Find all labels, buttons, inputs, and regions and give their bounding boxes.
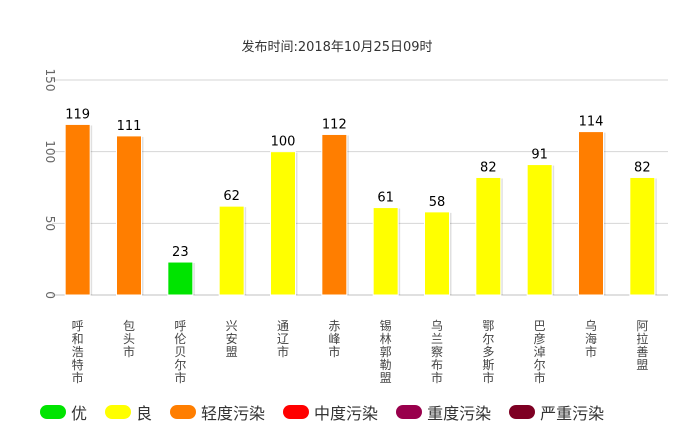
data-label: 111 — [117, 119, 142, 134]
x-tick-label: 包头市 — [123, 319, 135, 359]
data-label: 119 — [65, 107, 90, 122]
bar[interactable] — [526, 164, 553, 296]
y-tick-label: 50 — [43, 216, 57, 231]
bar[interactable] — [167, 261, 194, 296]
x-tick-label: 兴安盟 — [226, 319, 238, 359]
y-axis-ticks: 0 50 100 150 — [43, 69, 57, 299]
legend-swatch — [170, 405, 197, 419]
legend-label: 重度污染 — [427, 404, 492, 423]
y-tick-label: 100 — [43, 140, 57, 163]
x-tick-label: 阿拉善盟 — [636, 319, 648, 372]
legend-label: 良 — [136, 404, 153, 423]
bar[interactable] — [629, 176, 656, 296]
legend-swatch — [283, 405, 310, 419]
data-label: 82 — [634, 160, 651, 175]
legend-swatch — [396, 405, 423, 419]
data-label: 112 — [322, 117, 347, 132]
x-tick-label: 锡林郭勒盟 — [380, 318, 392, 385]
bars: 119 111 23 62 100 112 61 58 82 91 114 82 — [64, 107, 657, 296]
x-axis-labels: 呼和浩特市 包头市 呼伦贝尔市 兴安盟 通辽市 赤峰市 锡林郭勒盟 乌兰察布市 鄂尔多斯市 巴彦淖… — [72, 318, 649, 385]
data-label: 62 — [223, 189, 240, 204]
grid-lines — [52, 79, 668, 296]
legend-label: 轻度污染 — [201, 404, 266, 423]
bar[interactable] — [270, 151, 296, 296]
x-tick-label: 呼和浩特市 — [72, 319, 84, 385]
bar[interactable] — [372, 207, 399, 296]
legend-item[interactable]: 优 — [40, 400, 87, 424]
x-tick-label: 鄂尔多斯市 — [482, 319, 494, 385]
bar[interactable] — [321, 133, 348, 296]
legend-item[interactable]: 中度污染 — [283, 400, 378, 424]
x-tick-label: 赤峰市 — [328, 319, 340, 359]
legend-item[interactable]: 良 — [105, 400, 152, 424]
legend-label: 严重污染 — [540, 404, 605, 423]
data-label: 23 — [172, 245, 189, 260]
legend: 优 良 轻度污染 中度污染 重度污染 严重污染 — [40, 400, 622, 424]
legend-swatch — [105, 405, 132, 419]
legend-item[interactable]: 严重污染 — [509, 400, 604, 424]
legend-item[interactable]: 轻度污染 — [170, 400, 265, 424]
data-label: 100 — [271, 135, 296, 150]
x-tick-label: 乌海市 — [585, 318, 597, 359]
x-tick-label: 巴彦淖尔市 — [534, 319, 546, 385]
legend-label: 优 — [71, 404, 88, 423]
x-tick-label: 通辽市 — [277, 319, 289, 359]
chart-title: 发布时间:2018年10月25日09时 — [241, 39, 432, 55]
bar[interactable] — [64, 123, 91, 296]
x-tick-label: 呼伦贝尔市 — [174, 319, 186, 385]
data-label: 58 — [429, 195, 446, 210]
y-tick-label: 150 — [43, 69, 57, 92]
legend-label: 中度污染 — [314, 404, 379, 423]
data-label: 61 — [377, 191, 394, 206]
x-tick-label: 乌兰察布市 — [431, 318, 443, 385]
data-label: 114 — [579, 115, 604, 130]
data-label: 82 — [480, 160, 497, 175]
legend-swatch — [509, 405, 536, 419]
bar[interactable] — [475, 176, 502, 296]
bar[interactable] — [218, 205, 245, 296]
bar[interactable] — [116, 135, 142, 296]
bar[interactable] — [424, 211, 450, 296]
bar[interactable] — [578, 131, 604, 296]
data-label: 91 — [531, 148, 548, 163]
legend-item[interactable]: 重度污染 — [396, 400, 491, 424]
y-tick-label: 0 — [43, 291, 57, 299]
legend-swatch — [40, 405, 66, 419]
